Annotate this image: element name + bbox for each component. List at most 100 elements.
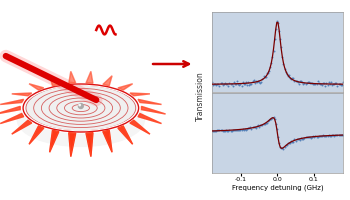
Point xyxy=(230,84,236,87)
X-axis label: Frequency detuning (GHz): Frequency detuning (GHz) xyxy=(232,185,323,191)
Point xyxy=(231,80,237,84)
Point xyxy=(334,134,339,137)
Point xyxy=(248,127,254,130)
Polygon shape xyxy=(130,120,150,134)
Polygon shape xyxy=(103,76,112,86)
Point xyxy=(310,82,316,85)
Point xyxy=(236,129,241,132)
Point xyxy=(306,80,312,83)
Point xyxy=(279,45,284,49)
Point xyxy=(294,138,300,141)
Point xyxy=(262,76,267,79)
Point xyxy=(327,134,332,138)
Point xyxy=(313,83,318,86)
Point xyxy=(257,125,262,128)
Point xyxy=(274,19,280,23)
Point xyxy=(219,129,224,132)
Point xyxy=(307,136,313,139)
Point xyxy=(326,134,331,137)
Point xyxy=(273,28,279,31)
Point xyxy=(284,143,289,147)
Point xyxy=(246,126,252,129)
Polygon shape xyxy=(130,93,150,96)
Point xyxy=(267,65,273,69)
Point xyxy=(303,82,308,85)
Polygon shape xyxy=(118,84,133,90)
Point xyxy=(221,83,227,86)
Point xyxy=(248,82,254,86)
Point xyxy=(335,133,340,137)
Point xyxy=(262,123,267,126)
Point xyxy=(316,81,322,84)
Point xyxy=(264,121,270,124)
Polygon shape xyxy=(12,120,32,134)
Point xyxy=(336,133,341,136)
Polygon shape xyxy=(103,130,112,152)
Point xyxy=(337,83,343,86)
Point xyxy=(214,129,219,132)
Point xyxy=(217,84,222,88)
Point xyxy=(293,139,298,143)
Polygon shape xyxy=(138,114,161,124)
Point xyxy=(261,122,266,125)
Point xyxy=(254,80,260,83)
Point xyxy=(286,73,292,76)
Point xyxy=(312,82,317,85)
Point xyxy=(263,76,268,79)
Point xyxy=(244,127,250,130)
Point xyxy=(330,134,336,137)
Point xyxy=(251,79,257,82)
Point xyxy=(264,71,270,75)
Polygon shape xyxy=(138,114,161,124)
Point xyxy=(316,135,322,138)
Point xyxy=(320,133,326,137)
Point xyxy=(288,140,294,143)
Point xyxy=(209,81,215,84)
Polygon shape xyxy=(130,93,150,96)
Point xyxy=(290,140,296,144)
Point xyxy=(225,130,231,133)
Point xyxy=(277,38,283,41)
Polygon shape xyxy=(103,76,112,86)
Point xyxy=(325,134,330,137)
Point xyxy=(268,61,274,65)
Point xyxy=(229,130,234,133)
Point xyxy=(244,83,250,87)
Polygon shape xyxy=(12,120,32,134)
Polygon shape xyxy=(0,99,24,104)
Point xyxy=(319,134,325,137)
Point xyxy=(225,84,231,87)
Point xyxy=(287,76,293,80)
Point xyxy=(232,128,238,131)
Point xyxy=(295,137,301,140)
Point xyxy=(265,120,271,123)
Point xyxy=(242,127,248,131)
Point xyxy=(275,135,281,139)
Polygon shape xyxy=(130,120,150,134)
Point xyxy=(246,84,252,87)
Point xyxy=(299,80,305,84)
Point xyxy=(267,117,273,120)
Point xyxy=(232,82,238,85)
Point xyxy=(219,82,224,85)
Point xyxy=(318,134,324,137)
Polygon shape xyxy=(118,84,133,90)
Point xyxy=(298,80,304,83)
Polygon shape xyxy=(138,99,161,104)
Ellipse shape xyxy=(78,104,83,108)
Point xyxy=(265,71,271,75)
Point xyxy=(303,136,308,139)
Polygon shape xyxy=(118,126,133,144)
Point xyxy=(285,142,290,145)
Point xyxy=(282,146,287,149)
Point xyxy=(277,145,283,148)
Point xyxy=(336,82,341,86)
Point xyxy=(326,81,331,84)
Point xyxy=(230,128,236,131)
Point xyxy=(315,135,321,138)
Point xyxy=(313,135,318,138)
Polygon shape xyxy=(12,93,32,96)
Point xyxy=(293,79,298,82)
Point xyxy=(239,85,244,88)
Point xyxy=(271,116,276,119)
